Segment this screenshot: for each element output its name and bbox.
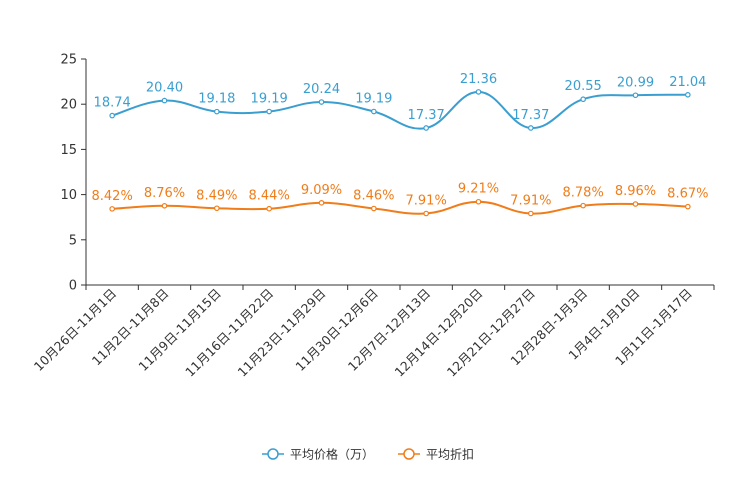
- data-point: [371, 205, 377, 212]
- data-label: 8.78%: [563, 186, 604, 201]
- data-point: [528, 210, 534, 217]
- data-label: 8.76%: [144, 186, 185, 201]
- data-label: 7.91%: [510, 193, 551, 208]
- data-label: 21.36: [460, 72, 497, 87]
- x-tick-label: 11月23日-11月29日: [234, 286, 328, 380]
- data-label: 19.18: [198, 92, 235, 107]
- data-point: [214, 205, 220, 212]
- data-point: [632, 201, 639, 207]
- data-label: 8.49%: [196, 188, 237, 203]
- data-point: [266, 205, 272, 212]
- x-tick-label: 12月21日-12月27日: [444, 286, 538, 380]
- y-tick-label: 5: [69, 233, 77, 248]
- data-label: 7.91%: [406, 193, 447, 208]
- data-point: [685, 91, 691, 98]
- data-label: 18.74: [94, 96, 131, 111]
- data-label: 9.09%: [301, 183, 342, 198]
- data-label: 20.24: [303, 82, 340, 97]
- legend-label: 平均折扣: [426, 447, 474, 462]
- x-tick-label: 11月16日-11月22日: [182, 286, 276, 380]
- data-label: 8.67%: [667, 187, 708, 202]
- data-label: 21.04: [669, 75, 706, 90]
- data-point: [161, 203, 168, 209]
- data-label: 8.42%: [92, 189, 133, 204]
- data-label: 8.46%: [353, 189, 394, 204]
- data-point: [109, 206, 115, 212]
- y-tick-label: 15: [60, 143, 77, 158]
- series-line-2: [112, 200, 688, 215]
- y-tick-label: 0: [69, 279, 77, 294]
- data-point: [318, 200, 325, 206]
- data-point: [580, 202, 586, 209]
- data-point: [423, 125, 429, 131]
- data-label: 8.44%: [249, 189, 290, 204]
- data-label: 17.37: [512, 108, 549, 123]
- data-label: 17.37: [408, 108, 445, 123]
- data-point: [109, 112, 115, 119]
- data-point: [214, 108, 220, 115]
- data-label: 20.40: [146, 81, 183, 96]
- data-label: 19.19: [251, 92, 288, 107]
- data-point: [318, 99, 325, 105]
- y-tick-label: 20: [60, 98, 77, 113]
- data-point: [371, 108, 377, 115]
- data-point: [528, 125, 534, 131]
- data-point: [475, 198, 482, 205]
- y-tick-label: 25: [60, 53, 77, 68]
- data-label: 9.21%: [458, 182, 499, 197]
- legend-label: 平均价格（万）: [290, 447, 374, 462]
- legend-marker: [267, 448, 279, 460]
- data-point: [266, 108, 272, 115]
- data-label: 8.96%: [615, 184, 656, 199]
- legend-marker: [403, 448, 415, 460]
- y-tick-label: 10: [60, 188, 77, 203]
- data-point: [475, 89, 482, 95]
- data-label: 19.19: [355, 92, 392, 107]
- data-point: [161, 97, 168, 104]
- data-point: [580, 96, 586, 103]
- data-point: [685, 203, 691, 210]
- data-point: [632, 92, 639, 99]
- data-label: 20.55: [565, 79, 602, 94]
- data-label: 20.99: [617, 75, 654, 90]
- data-point: [423, 210, 429, 217]
- x-tick-label: 12月14日-12月20日: [391, 286, 485, 380]
